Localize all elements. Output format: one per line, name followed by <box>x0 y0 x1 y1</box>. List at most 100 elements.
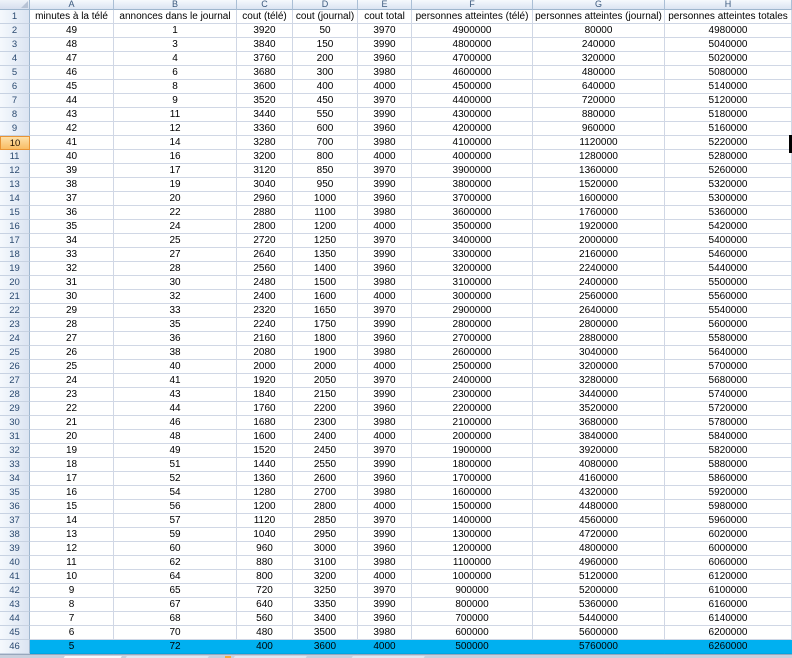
cell-G2[interactable]: 80000 <box>533 24 665 38</box>
cell-F13[interactable]: 3800000 <box>412 178 533 192</box>
cell-F36[interactable]: 1500000 <box>412 500 533 514</box>
cell-A30[interactable]: 21 <box>30 416 114 430</box>
row-header-39[interactable]: 39 <box>0 542 30 556</box>
cell-F2[interactable]: 4900000 <box>412 24 533 38</box>
cell-D23[interactable]: 1750 <box>293 318 358 332</box>
cell-G29[interactable]: 3520000 <box>533 402 665 416</box>
cell-A1[interactable]: minutes à la télé <box>30 10 114 24</box>
cell-E18[interactable]: 3990 <box>358 248 412 262</box>
cell-D28[interactable]: 2150 <box>293 388 358 402</box>
cell-B45[interactable]: 70 <box>114 626 237 640</box>
cell-D22[interactable]: 1650 <box>293 304 358 318</box>
cell-F35[interactable]: 1600000 <box>412 486 533 500</box>
select-all-corner[interactable] <box>0 0 30 10</box>
cell-A27[interactable]: 24 <box>30 374 114 388</box>
cell-H32[interactable]: 5820000 <box>665 444 792 458</box>
cell-B14[interactable]: 20 <box>114 192 237 206</box>
cell-B26[interactable]: 40 <box>114 360 237 374</box>
cell-E15[interactable]: 3980 <box>358 206 412 220</box>
cell-D31[interactable]: 2400 <box>293 430 358 444</box>
cell-D12[interactable]: 850 <box>293 164 358 178</box>
row-header-12[interactable]: 12 <box>0 164 30 178</box>
row-header-46[interactable]: 46 <box>0 640 30 654</box>
cell-F46[interactable]: 500000 <box>412 640 533 654</box>
cell-H10[interactable]: 5220000 <box>665 136 792 150</box>
cell-A41[interactable]: 10 <box>30 570 114 584</box>
cell-B17[interactable]: 25 <box>114 234 237 248</box>
cell-A38[interactable]: 13 <box>30 528 114 542</box>
row-header-6[interactable]: 6 <box>0 80 30 94</box>
cell-C25[interactable]: 2080 <box>237 346 293 360</box>
cell-G45[interactable]: 5600000 <box>533 626 665 640</box>
cell-H20[interactable]: 5500000 <box>665 276 792 290</box>
cell-G38[interactable]: 4720000 <box>533 528 665 542</box>
cell-C8[interactable]: 3440 <box>237 108 293 122</box>
cell-H21[interactable]: 5560000 <box>665 290 792 304</box>
cell-E26[interactable]: 4000 <box>358 360 412 374</box>
cell-G37[interactable]: 4560000 <box>533 514 665 528</box>
cell-H7[interactable]: 5120000 <box>665 94 792 108</box>
cell-E17[interactable]: 3970 <box>358 234 412 248</box>
cell-E32[interactable]: 3970 <box>358 444 412 458</box>
cell-H14[interactable]: 5300000 <box>665 192 792 206</box>
cell-B30[interactable]: 46 <box>114 416 237 430</box>
row-header-2[interactable]: 2 <box>0 24 30 38</box>
cell-D17[interactable]: 1250 <box>293 234 358 248</box>
cell-D8[interactable]: 550 <box>293 108 358 122</box>
cell-A45[interactable]: 6 <box>30 626 114 640</box>
cell-H6[interactable]: 5140000 <box>665 80 792 94</box>
cell-C5[interactable]: 3680 <box>237 66 293 80</box>
cell-D18[interactable]: 1350 <box>293 248 358 262</box>
cell-H2[interactable]: 4980000 <box>665 24 792 38</box>
cell-H41[interactable]: 6120000 <box>665 570 792 584</box>
cell-H35[interactable]: 5920000 <box>665 486 792 500</box>
cell-G9[interactable]: 960000 <box>533 122 665 136</box>
cell-D24[interactable]: 1800 <box>293 332 358 346</box>
row-header-14[interactable]: 14 <box>0 192 30 206</box>
cell-F27[interactable]: 2400000 <box>412 374 533 388</box>
cell-A6[interactable]: 45 <box>30 80 114 94</box>
cell-E13[interactable]: 3990 <box>358 178 412 192</box>
row-header-18[interactable]: 18 <box>0 248 30 262</box>
cell-A13[interactable]: 38 <box>30 178 114 192</box>
cell-H17[interactable]: 5400000 <box>665 234 792 248</box>
row-header-41[interactable]: 41 <box>0 570 30 584</box>
cell-D44[interactable]: 3400 <box>293 612 358 626</box>
cell-G24[interactable]: 2880000 <box>533 332 665 346</box>
cell-A43[interactable]: 8 <box>30 598 114 612</box>
cell-G30[interactable]: 3680000 <box>533 416 665 430</box>
cell-E28[interactable]: 3990 <box>358 388 412 402</box>
cell-H30[interactable]: 5780000 <box>665 416 792 430</box>
cell-G23[interactable]: 2800000 <box>533 318 665 332</box>
cell-G32[interactable]: 3920000 <box>533 444 665 458</box>
cell-H28[interactable]: 5740000 <box>665 388 792 402</box>
cell-B38[interactable]: 59 <box>114 528 237 542</box>
cell-A21[interactable]: 30 <box>30 290 114 304</box>
cell-C17[interactable]: 2720 <box>237 234 293 248</box>
cell-E6[interactable]: 4000 <box>358 80 412 94</box>
row-header-42[interactable]: 42 <box>0 584 30 598</box>
cell-C35[interactable]: 1280 <box>237 486 293 500</box>
cell-A33[interactable]: 18 <box>30 458 114 472</box>
cell-E2[interactable]: 3970 <box>358 24 412 38</box>
cell-C31[interactable]: 1600 <box>237 430 293 444</box>
insert-worksheet-icon[interactable] <box>225 656 231 658</box>
cell-B34[interactable]: 52 <box>114 472 237 486</box>
cell-G43[interactable]: 5360000 <box>533 598 665 612</box>
cell-E1[interactable]: cout total <box>358 10 412 24</box>
cell-F40[interactable]: 1100000 <box>412 556 533 570</box>
cell-G4[interactable]: 320000 <box>533 52 665 66</box>
row-header-8[interactable]: 8 <box>0 108 30 122</box>
cell-G28[interactable]: 3440000 <box>533 388 665 402</box>
cell-A15[interactable]: 36 <box>30 206 114 220</box>
cell-C40[interactable]: 880 <box>237 556 293 570</box>
cell-E4[interactable]: 3960 <box>358 52 412 66</box>
cell-H16[interactable]: 5420000 <box>665 220 792 234</box>
cell-H43[interactable]: 6160000 <box>665 598 792 612</box>
cell-D26[interactable]: 2000 <box>293 360 358 374</box>
column-header-C[interactable]: C <box>237 0 293 10</box>
row-header-45[interactable]: 45 <box>0 626 30 640</box>
column-header-E[interactable]: E <box>358 0 412 10</box>
cell-B18[interactable]: 27 <box>114 248 237 262</box>
row-header-35[interactable]: 35 <box>0 486 30 500</box>
